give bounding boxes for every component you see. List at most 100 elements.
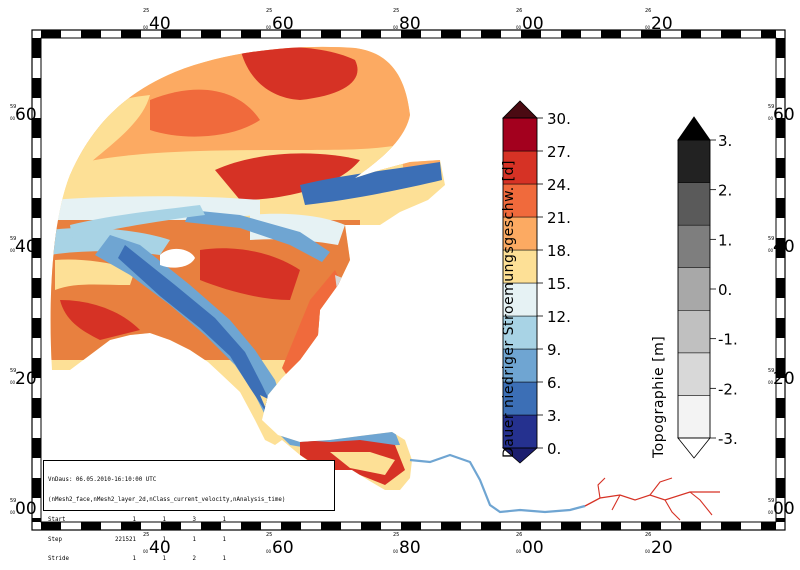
topography-tick-label: -2. [718, 380, 738, 398]
velocity-colorbar-cell [502, 249, 538, 284]
frame-tick-right [776, 318, 785, 338]
velocity-tick-label: 3. [547, 407, 561, 425]
frame-tick-left [32, 518, 41, 522]
frame-tick-bottom [361, 522, 381, 530]
right-tick-minutes: 59 [768, 236, 774, 242]
bottom-tick-minutes: 25 [143, 532, 149, 538]
velocity-tick-label: 18. [547, 242, 571, 260]
velocity-colorbar-cell [502, 183, 538, 218]
frame-tick-right [776, 38, 785, 58]
topography-colorbar-cell [677, 395, 711, 439]
top-tick-degrees: 40 [149, 14, 171, 34]
frame-tick-top [561, 30, 581, 38]
frame-tick-top [641, 30, 661, 38]
frame-tick-bottom [601, 522, 621, 530]
bottom-tick-seconds: 00 [645, 549, 651, 554]
map-island [160, 248, 195, 268]
velocity-colorbar: 30. 27. 24. 21. 18. 15. 12. 9. 6. 3. 0. Dauer nied… [501, 100, 571, 464]
frame-tick-bottom [241, 522, 261, 530]
frame-tick-left [32, 438, 41, 458]
right-tick-minutes: 59 [768, 104, 774, 110]
velocity-tick-label: 9. [547, 341, 561, 359]
frame-tick-top [361, 30, 381, 38]
velocity-colorbar-cell [502, 381, 538, 416]
left-tick-minutes: 59 [10, 104, 16, 110]
velocity-tick-label: 15. [547, 275, 571, 293]
bottom-tick-degrees: 80 [399, 538, 421, 558]
frame-checker-border [32, 30, 785, 530]
map-zone-center-orange [150, 89, 260, 137]
velocity-colorbar-cell [502, 282, 538, 317]
top-tick-minutes: 26 [645, 8, 651, 14]
velocity-colorbar-cell [502, 348, 538, 383]
topography-colorbar-cell [677, 224, 711, 268]
frame-tick-bottom [121, 522, 141, 530]
frame-tick-bottom [481, 522, 501, 530]
left-tick-seconds: 00 [10, 116, 16, 121]
frame-tick-right [776, 438, 785, 458]
velocity-colorbar-cell [502, 117, 538, 152]
top-tick-degrees: 60 [272, 14, 294, 34]
bottom-tick-seconds: 00 [393, 549, 399, 554]
topography-tick-label: -1. [718, 331, 738, 349]
topography-colorbar-cell [677, 182, 711, 226]
top-tick-seconds: 00 [516, 25, 522, 30]
frame-tick-top [201, 30, 221, 38]
top-tick-seconds: 00 [645, 25, 651, 30]
topography-tick-label: -3. [718, 430, 738, 448]
velocity-tick-label: 24. [547, 176, 571, 194]
frame-tick-top [441, 30, 461, 38]
frame-tick-top [121, 30, 141, 38]
right-tick-degrees: 40 [773, 237, 795, 257]
frame-tick-top [601, 30, 621, 38]
top-tick-minutes: 25 [393, 8, 399, 14]
frame-tick-bottom [281, 522, 301, 530]
frame-tick-right [776, 398, 785, 418]
frame-tick-right [776, 198, 785, 218]
right-tick-seconds: 00 [768, 510, 774, 515]
map-flats-yellow-1 [55, 259, 135, 290]
frame-tick-right [776, 518, 785, 522]
left-tick-minutes: 59 [10, 368, 16, 374]
frame-tick-right [776, 238, 785, 258]
topography-colorbar-title: Topographie [m] [651, 336, 667, 459]
topography-colorbar: 3. 2. 1. 0. -1. -2. -3. Topographie [m] [651, 116, 738, 459]
info-row-start: Start 1 1 3 1 [48, 516, 226, 523]
velocity-tick-label: 21. [547, 209, 571, 227]
info-line-1: VnDaus: 06.05.2010-16:10:00 UTC [48, 477, 157, 484]
frame-tick-bottom [401, 522, 421, 530]
bottom-tick-minutes: 26 [645, 532, 651, 538]
topography-colorbar-cell [677, 310, 711, 354]
top-tick-minutes: 25 [143, 8, 149, 14]
bottom-tick-degrees: 40 [149, 538, 171, 558]
frame-tick-left [32, 318, 41, 338]
bottom-tick-degrees: 60 [272, 538, 294, 558]
info-box: VnDaus: 06.05.2010-16:10:00 UTC (nMesh2_… [43, 460, 335, 562]
velocity-colorbar-cell [502, 150, 538, 185]
frame-tick-bottom [41, 522, 61, 530]
left-tick-degrees: 00 [15, 499, 37, 519]
frame-tick-bottom [761, 522, 776, 530]
top-tick-seconds: 00 [266, 25, 272, 30]
right-tick-seconds: 00 [768, 116, 774, 121]
frame-tick-left [32, 198, 41, 218]
frame-tick-bottom [681, 522, 701, 530]
bottom-tick-minutes: 25 [266, 532, 272, 538]
left-tick-degrees: 40 [15, 237, 37, 257]
map-tributary-1 [584, 491, 720, 507]
topography-tick-label: 0. [718, 281, 732, 299]
velocity-tick-label: 0. [547, 440, 561, 458]
bottom-tick-seconds: 00 [516, 549, 522, 554]
velocity-map [50, 46, 720, 521]
frame-tick-top [41, 30, 61, 38]
map-flats-red-1 [200, 248, 300, 300]
frame-tick-bottom [161, 522, 181, 530]
bottom-tick-degrees: 20 [651, 538, 673, 558]
left-tick-seconds: 00 [10, 380, 16, 385]
bottom-tick-seconds: 00 [143, 549, 149, 554]
left-tick-degrees: 20 [15, 369, 37, 389]
map-channel-deep [118, 245, 290, 432]
bottom-tick-degrees: 00 [522, 538, 544, 558]
bottom-tick-minutes: 25 [393, 532, 399, 538]
